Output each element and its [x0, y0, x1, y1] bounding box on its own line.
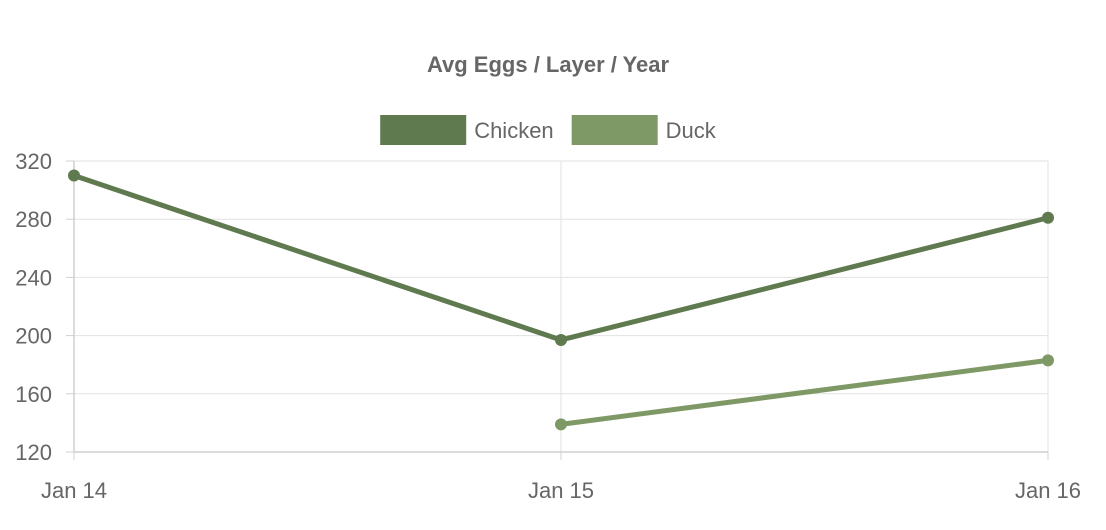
axes: 120 160 200 240 280 320 Jan 14 Jan 15 Jan 16: [15, 149, 1081, 503]
legend-label-chicken: Chicken: [474, 118, 553, 143]
y-tick-label: 320: [15, 149, 52, 174]
x-tick-label: Jan 15: [528, 478, 594, 503]
legend-swatch-chicken: [380, 115, 467, 145]
y-tick-label: 200: [15, 324, 52, 349]
y-tick-label: 240: [15, 265, 52, 290]
legend-label-duck: Duck: [666, 118, 717, 143]
legend[interactable]: Chicken Duck: [380, 115, 717, 145]
x-tick-label: Jan 14: [41, 478, 107, 503]
legend-swatch-duck: [571, 115, 658, 145]
series-chicken: [68, 169, 1054, 346]
grid: [73, 160, 1049, 453]
data-point-chicken[interactable]: [1042, 211, 1054, 224]
data-point-duck[interactable]: [555, 418, 567, 431]
y-tick-label: 280: [15, 207, 52, 232]
data-point-chicken[interactable]: [68, 169, 80, 182]
y-tick-label: 160: [15, 382, 52, 407]
chart-title: Avg Eggs / Layer / Year: [427, 52, 670, 77]
data-point-chicken[interactable]: [555, 333, 567, 346]
series-line-duck: [558, 357, 1051, 427]
legend-item-chicken[interactable]: Chicken: [380, 115, 554, 145]
x-tick-label: Jan 16: [1015, 478, 1081, 503]
legend-item-duck[interactable]: Duck: [571, 115, 717, 145]
y-tick-label: 120: [15, 440, 52, 465]
data-point-duck[interactable]: [1042, 354, 1054, 367]
series-layer: [68, 169, 1054, 431]
series-duck: [555, 354, 1054, 431]
